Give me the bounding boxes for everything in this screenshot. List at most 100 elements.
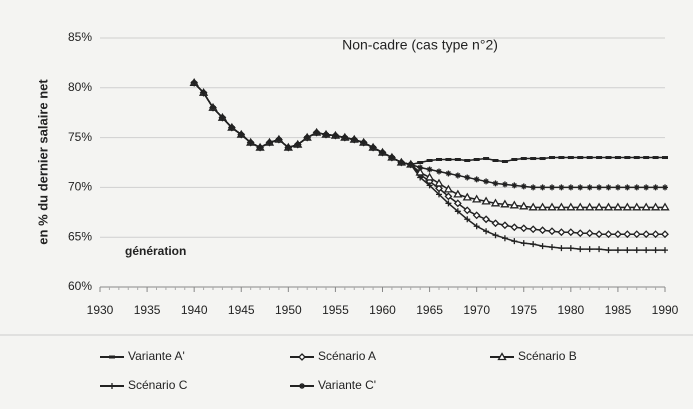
legend-label: Scénario B: [518, 349, 577, 363]
y-tick-label: 65%: [68, 229, 92, 243]
marker: [633, 184, 640, 191]
y-axis-label: en % du dernier salaire net: [35, 79, 50, 245]
marker: [445, 200, 452, 207]
marker: [341, 134, 348, 141]
y-tick-label: 85%: [68, 30, 92, 44]
marker: [464, 174, 471, 181]
marker: [453, 189, 463, 198]
marker: [445, 170, 452, 177]
marker: [623, 230, 632, 239]
x-tick-label: 1985: [605, 303, 632, 317]
x-tick-label: 1975: [510, 303, 537, 317]
marker: [622, 202, 632, 211]
marker: [613, 202, 623, 211]
marker: [595, 230, 604, 239]
marker: [642, 230, 651, 239]
x-tick-label: 1960: [369, 303, 396, 317]
marker: [501, 181, 508, 188]
marker: [509, 200, 519, 209]
y-tick-label: 80%: [68, 80, 92, 94]
x-tick-label: 1945: [228, 303, 255, 317]
legend-label: Variante A': [128, 349, 185, 363]
marker: [379, 149, 386, 156]
marker: [566, 228, 575, 237]
marker: [556, 202, 567, 211]
marker: [434, 178, 444, 187]
legend-marker: [298, 353, 306, 361]
marker: [605, 184, 612, 191]
marker: [444, 192, 453, 201]
marker: [652, 184, 659, 191]
x-tick-label: 1940: [181, 303, 208, 317]
marker: [566, 202, 576, 211]
x-tick-label: 1965: [416, 303, 443, 317]
marker: [624, 184, 631, 191]
marker: [520, 183, 527, 190]
marker: [238, 131, 245, 138]
marker: [662, 247, 668, 254]
marker: [603, 202, 614, 211]
marker: [443, 184, 454, 193]
marker: [632, 230, 641, 239]
marker: [596, 246, 603, 253]
marker: [575, 202, 585, 211]
marker: [633, 247, 640, 254]
marker: [473, 223, 480, 230]
marker: [614, 247, 621, 254]
marker: [481, 196, 491, 205]
marker: [500, 221, 509, 230]
chart-title: Non-cadre (cas type n°2): [342, 37, 498, 53]
marker: [453, 199, 462, 208]
marker: [501, 235, 508, 242]
marker: [624, 247, 631, 254]
legend-label: Scénario A: [318, 349, 376, 363]
marker: [558, 184, 565, 191]
marker: [275, 136, 282, 143]
marker: [398, 159, 405, 166]
legend-marker: [109, 383, 115, 389]
marker: [577, 184, 584, 191]
marker: [511, 238, 518, 245]
marker: [426, 182, 433, 189]
marker: [370, 144, 377, 151]
marker: [304, 134, 311, 141]
marker: [661, 230, 669, 239]
marker: [537, 202, 548, 211]
marker: [510, 223, 519, 232]
marker: [436, 168, 442, 175]
marker: [490, 198, 501, 207]
marker: [613, 230, 622, 239]
marker: [257, 144, 264, 151]
marker: [662, 184, 668, 191]
marker: [472, 194, 482, 203]
marker: [614, 184, 621, 191]
marker: [585, 229, 594, 238]
legend-marker: [497, 352, 507, 361]
marker: [388, 154, 395, 161]
marker: [462, 192, 472, 201]
marker: [200, 89, 207, 96]
marker: [472, 211, 481, 220]
marker: [604, 230, 613, 239]
marker: [519, 224, 528, 233]
annotation: génération: [125, 244, 186, 258]
x-tick-label: 1935: [134, 303, 161, 317]
marker: [641, 202, 651, 211]
marker: [407, 161, 414, 168]
marker: [463, 206, 472, 215]
x-tick-label: 1930: [87, 303, 114, 317]
marker: [454, 208, 461, 215]
x-tick-label: 1970: [463, 303, 490, 317]
marker: [417, 164, 424, 171]
marker: [651, 230, 660, 239]
marker: [191, 79, 198, 86]
marker: [643, 247, 650, 254]
marker: [557, 228, 566, 237]
marker: [500, 199, 510, 208]
marker: [483, 228, 490, 235]
marker: [492, 180, 499, 187]
y-tick-label: 70%: [68, 180, 92, 194]
marker: [266, 139, 273, 146]
